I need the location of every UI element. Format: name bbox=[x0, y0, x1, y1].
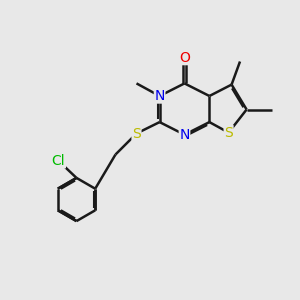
Text: S: S bbox=[132, 127, 141, 140]
Text: S: S bbox=[224, 126, 233, 140]
Text: Cl: Cl bbox=[52, 154, 65, 168]
Text: N: N bbox=[154, 89, 165, 103]
Text: O: O bbox=[179, 51, 190, 64]
Text: N: N bbox=[179, 128, 190, 142]
